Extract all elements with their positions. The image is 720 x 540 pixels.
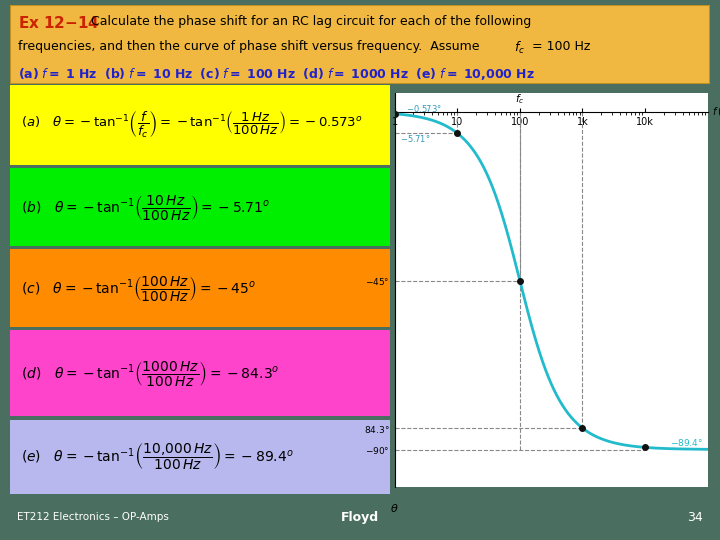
Text: $\theta$: $\theta$ bbox=[390, 502, 399, 514]
Text: ET212 Electronics – OP-Amps: ET212 Electronics – OP-Amps bbox=[17, 512, 169, 522]
Text: $(a)\quad\theta = -\tan^{-1}\!\left(\dfrac{f}{f_c}\right) = -\tan^{-1}\!\left(\d: $(a)\quad\theta = -\tan^{-1}\!\left(\dfr… bbox=[22, 110, 363, 140]
Text: $(d)\quad\theta = -\tan^{-1}\!\left(\dfrac{1000\,Hz}{100\,Hz}\right) = -84.3^o$: $(d)\quad\theta = -\tan^{-1}\!\left(\dfr… bbox=[22, 359, 280, 388]
Text: $(c)\quad\theta = -\tan^{-1}\!\left(\dfrac{100\,Hz}{100\,Hz}\right) = -45^o$: $(c)\quad\theta = -\tan^{-1}\!\left(\dfr… bbox=[22, 274, 257, 302]
Text: frequencies, and then the curve of phase shift versus frequency.  Assume: frequencies, and then the curve of phase… bbox=[19, 40, 480, 53]
Text: $f\,(Hz)$: $f\,(Hz)$ bbox=[711, 105, 720, 118]
Text: $-0.573°$: $-0.573°$ bbox=[405, 103, 441, 114]
Text: $(e)\quad\theta = -\tan^{-1}\!\left(\dfrac{10{,}000\,Hz}{100\,Hz}\right) = -89.4: $(e)\quad\theta = -\tan^{-1}\!\left(\dfr… bbox=[22, 442, 294, 472]
Text: $(b)\quad\theta = -\tan^{-1}\!\left(\dfrac{10\,Hz}{100\,Hz}\right) = -5.71^o$: $(b)\quad\theta = -\tan^{-1}\!\left(\dfr… bbox=[22, 193, 270, 221]
Text: $f_c$: $f_c$ bbox=[515, 92, 525, 106]
Text: $\bf{Ex\ 12{-}14}$: $\bf{Ex\ 12{-}14}$ bbox=[19, 15, 100, 31]
Text: Calculate the phase shift for an RC lag circuit for each of the following: Calculate the phase shift for an RC lag … bbox=[91, 15, 531, 28]
Text: 34: 34 bbox=[687, 510, 703, 524]
Text: $-5.71°$: $-5.71°$ bbox=[400, 133, 430, 144]
Text: = 100 Hz: = 100 Hz bbox=[528, 40, 590, 53]
Text: Floyd: Floyd bbox=[341, 510, 379, 524]
Text: $\mathbf{(a)\ \mathit{f}=\ 1\ Hz\ \ (b)\ \mathit{f}=\ 10\ Hz\ \ (c)\ \mathit{f}=: $\mathbf{(a)\ \mathit{f}=\ 1\ Hz\ \ (b)\… bbox=[19, 66, 535, 83]
Text: $f_c$: $f_c$ bbox=[514, 40, 525, 56]
Text: $-89.4°$: $-89.4°$ bbox=[670, 436, 703, 448]
